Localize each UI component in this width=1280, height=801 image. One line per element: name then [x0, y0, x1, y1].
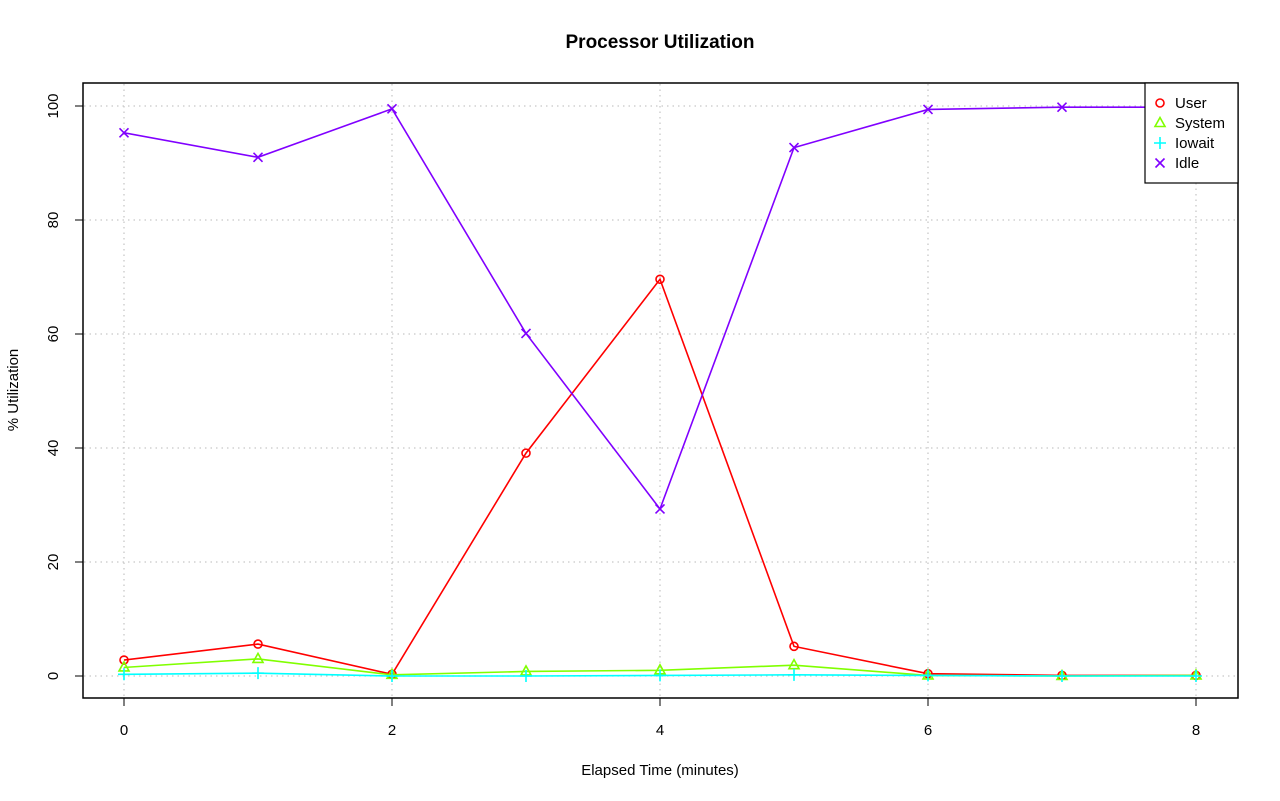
legend-label-user: User	[1175, 95, 1207, 112]
data-point-idle	[654, 503, 666, 515]
data-point-idle	[118, 127, 130, 138]
x-tick-label: 8	[1192, 722, 1200, 739]
y-tick-label: 20	[45, 554, 62, 571]
legend-marker-iowait	[1154, 137, 1166, 149]
data-point-idle	[386, 103, 398, 114]
data-point-system	[251, 651, 265, 664]
x-axis-label: Elapsed Time (minutes)	[581, 762, 739, 779]
legend-label-idle: Idle	[1175, 155, 1199, 172]
series-iowait	[118, 667, 1202, 682]
x-axis: 0 2 4 6 8	[120, 697, 1200, 739]
data-point-iowait	[118, 668, 130, 681]
data-point-iowait	[252, 667, 264, 680]
data-point-iowait	[1190, 670, 1202, 682]
data-point-iowait	[922, 669, 934, 682]
data-point-idle	[1056, 102, 1068, 113]
data-point-idle	[520, 328, 532, 339]
y-axis-label: % Utilization	[5, 349, 22, 432]
legend: User System Iowait Idle	[1144, 82, 1239, 184]
data-point-user	[521, 448, 531, 458]
x-tick-label: 2	[388, 722, 396, 739]
legend-marker-idle	[1154, 157, 1166, 169]
data-point-system	[787, 658, 801, 670]
grid	[84, 84, 1237, 697]
legend-marker-user	[1155, 98, 1165, 108]
data-point-iowait	[1056, 670, 1068, 682]
data-point-iowait	[654, 669, 666, 682]
data-point-user	[655, 274, 665, 285]
y-tick-label: 40	[45, 440, 62, 457]
series-idle	[118, 102, 1202, 515]
data-point-user	[119, 655, 129, 665]
legend-label-iowait: Iowait	[1175, 135, 1215, 152]
data-point-user	[253, 639, 263, 649]
chart-title: Processor Utilization	[566, 32, 755, 53]
y-axis: 0 20 40 60 80 100	[45, 93, 84, 680]
data-point-idle	[788, 142, 800, 153]
data-point-user	[789, 641, 799, 652]
data-point-iowait	[520, 670, 532, 682]
legend-marker-system	[1153, 115, 1167, 128]
y-tick-label: 100	[45, 93, 62, 118]
legend-label-system: System	[1175, 115, 1225, 132]
x-tick-label: 4	[656, 722, 664, 739]
x-tick-label: 6	[924, 722, 932, 739]
series-line-user	[123, 277, 1196, 677]
data-point-iowait	[386, 670, 398, 682]
series-layer	[117, 102, 1203, 682]
data-point-idle	[252, 152, 264, 163]
plot-frame	[82, 82, 1239, 699]
data-point-idle	[922, 104, 934, 115]
data-point-iowait	[788, 668, 800, 681]
y-tick-label: 80	[45, 212, 62, 229]
y-tick-label: 60	[45, 326, 62, 343]
y-tick-label: 0	[45, 672, 62, 680]
x-tick-label: 0	[120, 722, 128, 739]
